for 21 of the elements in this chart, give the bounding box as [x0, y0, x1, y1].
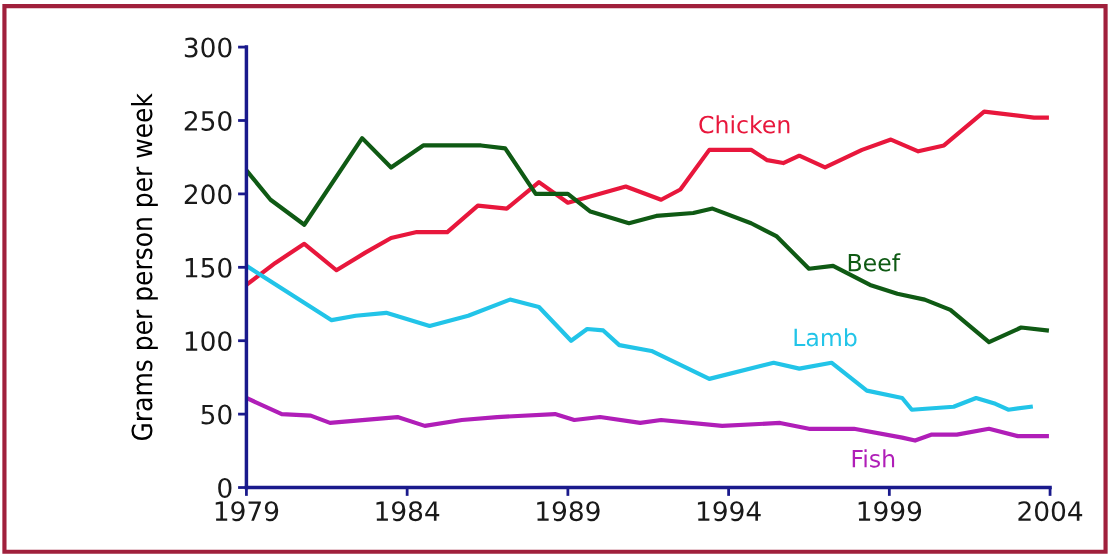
y-tick-label: 150 — [185, 257, 232, 278]
y-tick-label: 300 — [184, 37, 232, 58]
line-series — [246, 136, 1049, 345]
series-label: Beef — [848, 253, 901, 272]
series-label: Lamb — [794, 328, 857, 347]
line-series — [246, 109, 1049, 288]
x-tick-label: 1984 — [376, 501, 440, 522]
x-tick-label: 1994 — [697, 501, 761, 522]
y-tick-label: 50 — [201, 404, 232, 425]
series-label: Fish — [852, 449, 895, 468]
x-tick-label: 1979 — [215, 501, 279, 522]
y-tick-label: 250 — [184, 110, 232, 131]
line-series — [246, 395, 1049, 443]
y-tick-label: 200 — [184, 184, 232, 205]
y-axis-title: Grams per person per week — [130, 93, 158, 441]
x-tick-label: 1999 — [858, 501, 922, 522]
x-tick-label: 1989 — [537, 501, 600, 522]
y-tick-label: 100 — [185, 331, 232, 352]
series-label: Chicken — [699, 115, 790, 134]
x-tick-label: 2004 — [1018, 501, 1083, 522]
y-tick-label: 0 — [218, 477, 232, 498]
